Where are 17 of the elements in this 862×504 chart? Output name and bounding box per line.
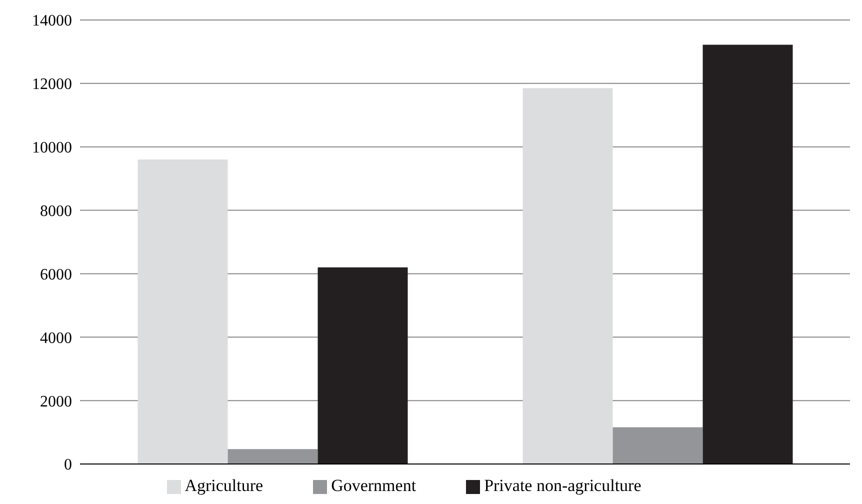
legend-label: Agriculture — [184, 476, 264, 495]
bar — [612, 427, 703, 464]
y-tick-label: 14000 — [32, 12, 72, 30]
y-tick-label: 8000 — [40, 202, 72, 220]
bar — [522, 88, 613, 464]
bar — [318, 267, 408, 464]
legend-label: Government — [331, 476, 416, 495]
y-tick-label: 10000 — [32, 140, 72, 157]
y-tick-label: 2000 — [40, 393, 72, 410]
y-tick-label: 6000 — [40, 266, 72, 284]
legend-label: Private non-agriculture — [484, 476, 642, 495]
bar — [702, 44, 793, 464]
y-tick-label: 12000 — [32, 76, 72, 94]
y-tick-label: 0 — [64, 456, 72, 474]
y-tick-label: 4000 — [40, 330, 72, 347]
bar — [228, 449, 318, 464]
bar — [138, 160, 228, 464]
